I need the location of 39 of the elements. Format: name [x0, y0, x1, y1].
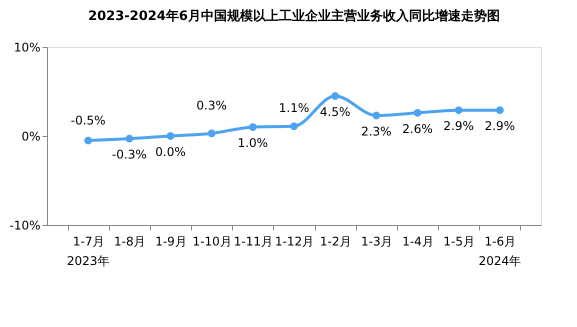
data-label: 1.1%: [278, 101, 310, 116]
y-tick-label: -10%: [9, 218, 40, 232]
point: [290, 122, 298, 130]
y-tick-label: 0%: [21, 130, 40, 144]
x-tick-label: 1-12月: [274, 234, 314, 248]
point: [208, 129, 216, 138]
data-label: 2.3%: [361, 124, 392, 139]
data-label: 2.9%: [484, 119, 516, 134]
point: [248, 123, 257, 131]
chart-title: 2023-2024年6月中国规模以上工业企业主营业务收入同比增速走势图: [88, 8, 500, 24]
x-tick-label: 1-3月: [361, 234, 393, 248]
x-tick-label: 1-9月: [155, 234, 187, 248]
x-tick-label: 1-5月: [443, 234, 475, 248]
data-label: 2.9%: [443, 119, 474, 134]
point: [125, 134, 134, 143]
data-label: 0.0%: [155, 145, 186, 159]
x-tick-label: 1-2月: [320, 234, 352, 248]
text: 2024年: [478, 254, 522, 268]
point: [414, 108, 422, 117]
data-label: 2.6%: [402, 122, 433, 136]
point: [166, 132, 174, 140]
point: [454, 106, 463, 114]
data-label: -0.3%: [112, 148, 147, 162]
data-label: 0.3%: [196, 98, 227, 112]
x-tick-label: 1-10月: [192, 234, 232, 248]
y-tick-label: 10%: [14, 40, 40, 54]
x-tick-label: 1-8月: [114, 234, 146, 248]
text: 2023年: [66, 254, 110, 268]
x-tick-label: 1-6月: [484, 234, 516, 248]
data-label: 1.0%: [238, 136, 268, 150]
data-label: -0.5%: [70, 113, 106, 128]
point: [372, 112, 380, 120]
x-tick-label: 1-4月: [402, 234, 434, 248]
point: [496, 106, 504, 114]
data-label: 4.5%: [320, 104, 350, 119]
x-tick-label: 1-11月: [234, 234, 273, 248]
point: [84, 136, 92, 144]
point: [331, 92, 340, 100]
x-tick-label: 1-7月: [72, 234, 104, 248]
